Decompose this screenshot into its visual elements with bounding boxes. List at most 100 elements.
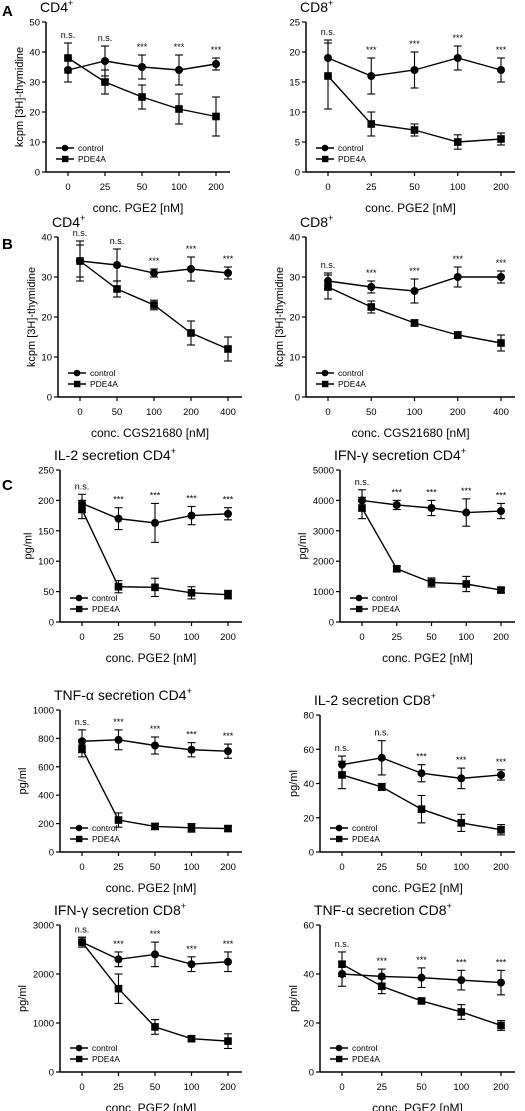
data-point-circle xyxy=(150,269,158,277)
y-tick-label: 100 xyxy=(38,557,54,568)
x-tick-label: 200 xyxy=(493,632,509,643)
data-point-square xyxy=(462,580,471,588)
y-tick-label: 10 xyxy=(289,108,300,119)
x-tick-label: 100 xyxy=(184,1082,200,1093)
y-tick-label: 20 xyxy=(29,108,40,119)
significance-label: n.s. xyxy=(321,27,336,37)
significance-label: *** xyxy=(150,724,161,734)
chart-title: TNF-α secretion CD8+ xyxy=(314,901,452,918)
y-tick-label: 0 xyxy=(47,393,52,404)
significance-label: *** xyxy=(426,487,437,497)
y-tick-label: 0 xyxy=(309,848,314,859)
data-point-square xyxy=(187,824,196,832)
significance-label: *** xyxy=(186,493,197,503)
legend-label: PDE4A xyxy=(78,154,106,164)
legend-marker-circle xyxy=(75,594,83,602)
x-tick-label: 50 xyxy=(409,182,420,193)
data-point-circle xyxy=(497,507,505,516)
data-point-square xyxy=(338,960,346,968)
significance-label: *** xyxy=(211,45,222,55)
significance-label: *** xyxy=(150,929,161,939)
legend-marker-circle xyxy=(73,369,81,377)
legend-marker-square xyxy=(322,155,329,163)
data-point-square xyxy=(113,285,121,293)
significance-label: *** xyxy=(186,244,197,254)
data-point-circle xyxy=(151,741,159,750)
x-tick-label: 100 xyxy=(184,632,200,643)
x-tick-label: 25 xyxy=(366,182,377,193)
series-PDE4A xyxy=(324,274,505,352)
x-tick-label: 50 xyxy=(416,1082,427,1093)
y-axis-label: pg/ml xyxy=(23,533,35,560)
series-PDE4A xyxy=(78,739,232,833)
data-point-circle xyxy=(497,978,505,987)
series-PDE4A xyxy=(76,244,232,362)
data-point-square xyxy=(101,78,109,86)
chart-panel-2: CD8+ 0 5 10 15 20 25 0 25 50 100 200 conc. PGE2 [nM]… xyxy=(289,0,515,215)
data-point-square xyxy=(367,120,376,128)
data-point-square xyxy=(151,822,159,831)
y-tick-label: 0 xyxy=(309,1068,314,1079)
data-point-square xyxy=(410,126,419,134)
y-tick-label: 10 xyxy=(41,353,52,364)
data-point-circle xyxy=(138,63,146,71)
x-axis-label: conc. PGE2 [nM] xyxy=(372,881,463,895)
x-tick-label: 100 xyxy=(146,407,162,418)
panel-letter-C: C xyxy=(2,477,13,494)
significance-label: n.s. xyxy=(73,228,88,238)
data-point-square xyxy=(457,819,466,827)
y-tick-label: 1000 xyxy=(33,706,54,717)
data-point-square xyxy=(138,93,146,101)
y-tick-label: 800 xyxy=(38,734,54,745)
y-tick-label: 600 xyxy=(38,762,54,773)
significance-label: *** xyxy=(366,268,377,278)
y-tick-label: 0 xyxy=(49,618,54,629)
legend-label: control xyxy=(92,593,118,603)
data-point-square xyxy=(497,586,505,594)
x-tick-label: 100 xyxy=(450,182,466,193)
data-point-square xyxy=(453,331,462,339)
legend-label: PDE4A xyxy=(352,1054,380,1064)
data-point-circle xyxy=(224,957,232,966)
chart-title: IFN-γ secretion CD8+ xyxy=(54,901,186,918)
significance-label: *** xyxy=(496,258,507,268)
data-point-circle xyxy=(114,955,123,964)
panel-letter-A: A xyxy=(2,3,13,20)
data-point-square xyxy=(377,982,386,991)
x-axis-label: conc. PGE2 [nM] xyxy=(372,1101,463,1111)
legend-marker-square xyxy=(336,835,343,843)
significance-label: *** xyxy=(416,752,427,762)
data-point-square xyxy=(358,504,366,512)
data-point-circle xyxy=(457,976,466,985)
y-axis-label: pg/ml xyxy=(17,985,29,1012)
significance-label: *** xyxy=(456,755,467,765)
y-tick-label: 200 xyxy=(38,496,54,507)
significance-label: *** xyxy=(366,45,377,55)
x-tick-label: 50 xyxy=(426,632,437,643)
chart-title: CD8+ xyxy=(300,213,333,230)
y-tick-label: 15 xyxy=(289,78,300,89)
significance-label: *** xyxy=(409,266,420,276)
legend-label: control xyxy=(338,143,364,153)
x-tick-label: 0 xyxy=(79,632,84,643)
x-tick-label: 100 xyxy=(458,632,474,643)
data-point-square xyxy=(78,938,86,946)
significance-label: *** xyxy=(416,955,427,965)
legend-label: control xyxy=(78,143,104,153)
data-point-circle xyxy=(367,72,376,80)
x-tick-label: 50 xyxy=(416,862,427,873)
y-axis-label: pg/ml xyxy=(288,770,300,797)
significance-label: n.s. xyxy=(110,236,125,246)
x-tick-label: 400 xyxy=(220,407,236,418)
significance-label: *** xyxy=(149,256,160,266)
legend-marker-square xyxy=(322,380,329,388)
data-point-square xyxy=(150,301,158,309)
significance-label: *** xyxy=(452,254,463,264)
legend-marker-square xyxy=(76,605,83,613)
data-point-square xyxy=(377,783,386,791)
data-point-circle xyxy=(224,509,232,518)
legend-label: PDE4A xyxy=(372,604,400,614)
chart-panel-1: A CD4+ 0 10 20 30 40 50 0 25 50 100 200 conc. PGE2 [n… xyxy=(2,0,230,215)
data-point-circle xyxy=(175,66,183,74)
